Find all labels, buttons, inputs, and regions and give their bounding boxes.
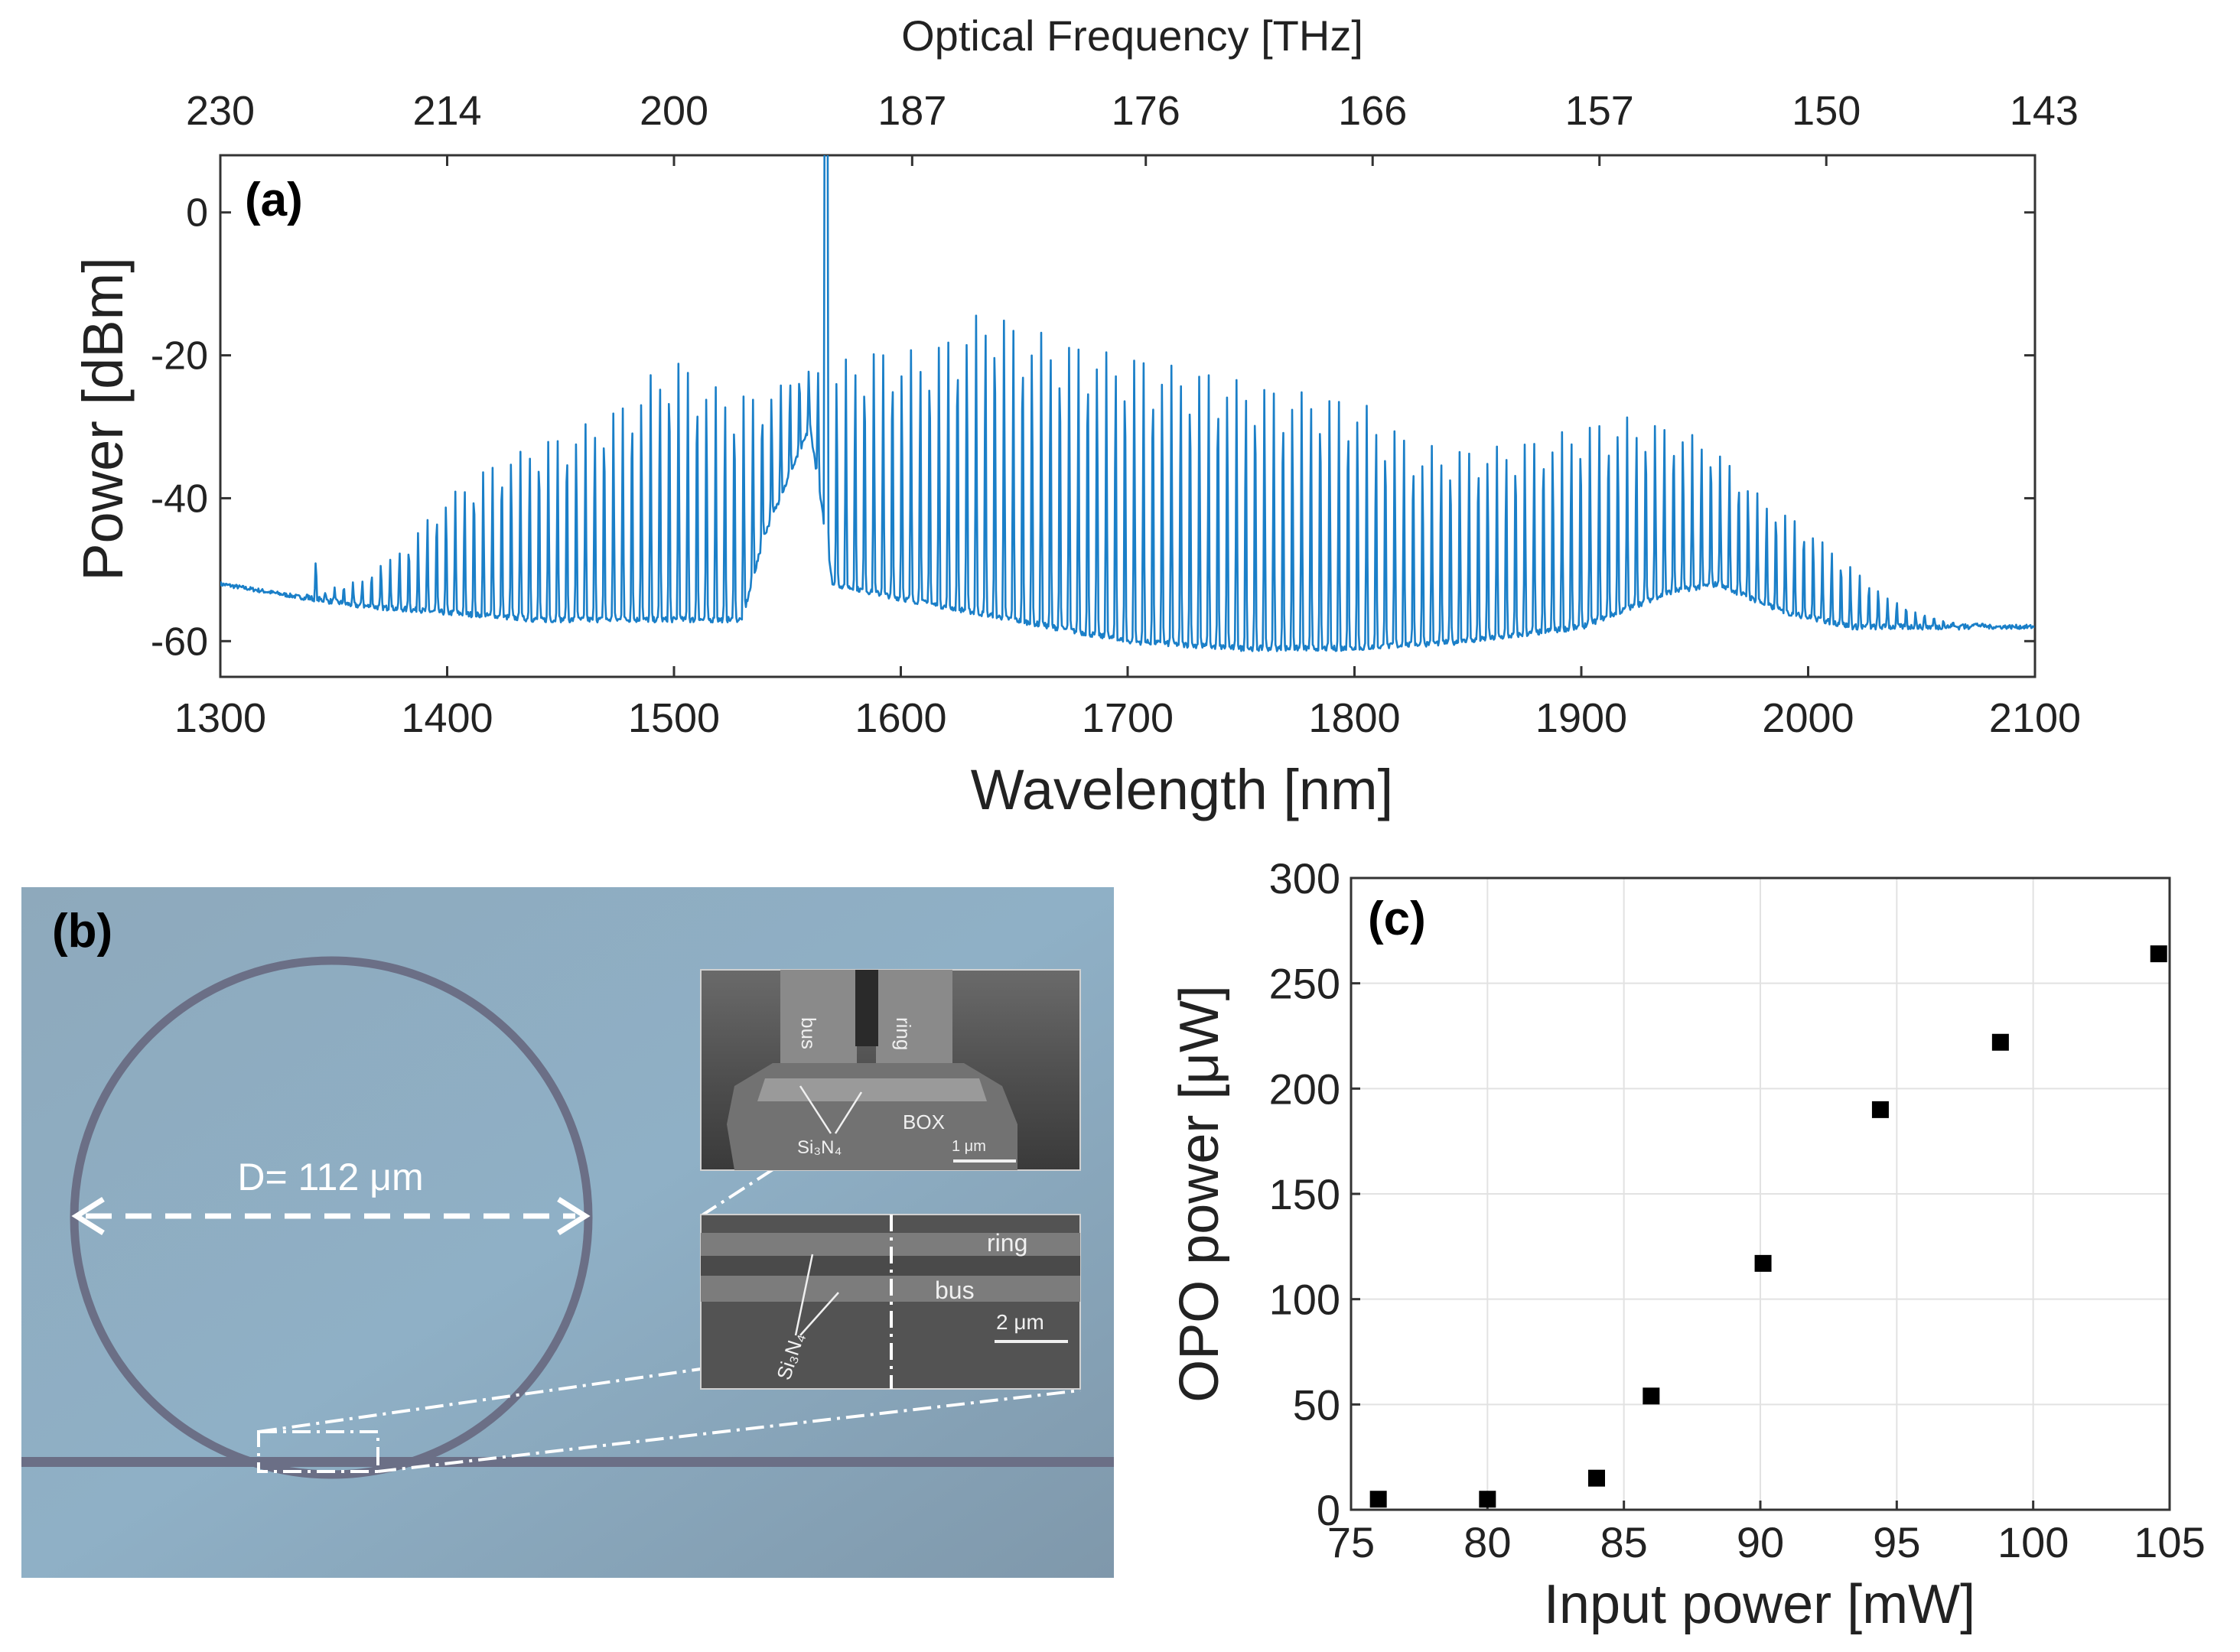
spectrum-x-ticks: 1300 1400 1500 1600 1700 1800 1900 2000 2100 — [174, 666, 2081, 741]
spectrum-plot-frame — [219, 154, 2037, 678]
sem-bus-label: bus — [797, 1017, 820, 1049]
opo-y-axis-label: OPO power [μW] — [1169, 985, 1230, 1403]
spectrum-x-tick-label: 2000 — [1762, 695, 1854, 741]
spectrum-panel: -60 -40 -20 0 1300 1400 1500 1600 1700 1800 1900 2… — [71, 11, 2081, 821]
opo-x-tick-label: 75 — [1327, 1518, 1375, 1566]
opo-y-tick-label: 0 — [1317, 1486, 1340, 1534]
opo-panel-label: (c) — [1368, 893, 1426, 945]
opo-data-point — [1871, 1101, 1889, 1118]
spectrum-x-tick-label: 1700 — [1082, 695, 1174, 741]
spectrum-x-tick-label: 1500 — [628, 695, 720, 741]
spectrum-y-tick-label: -20 — [151, 334, 208, 379]
opo-y-tick-label: 300 — [1269, 854, 1340, 902]
opo-x-tick-label: 95 — [1873, 1518, 1920, 1566]
opo-x-tick-label: 100 — [1997, 1518, 2069, 1566]
opo-x-tick-label: 90 — [1737, 1518, 1784, 1566]
opo-data-point — [1369, 1491, 1387, 1508]
opo-data-point — [1588, 1469, 1605, 1487]
opo-data-point — [1479, 1491, 1496, 1508]
diameter-label: D= 112 μm — [237, 1156, 423, 1198]
opo-y-ticks: 0 50 100 150 200 250 300 — [1269, 854, 1360, 1534]
microscope-photo-panel: (b) D= 112 μm bus — [21, 887, 1114, 1578]
diameter-arrow — [71, 1197, 591, 1235]
spectrum-top-tick-label: 166 — [1338, 88, 1407, 134]
comb-spectrum-line — [220, 155, 2035, 652]
opo-y-tick-label: 150 — [1269, 1170, 1340, 1218]
sem-bus-top-label: bus — [935, 1276, 975, 1304]
opo-x-tick-label: 80 — [1463, 1518, 1511, 1566]
sem-scale-top-label: 2 μm — [996, 1310, 1044, 1334]
opo-grid — [1350, 877, 2170, 1511]
spectrum-panel-label: (a) — [245, 174, 303, 226]
bus-waveguide — [21, 1457, 1114, 1467]
spectrum-x-tick-label: 1800 — [1308, 695, 1400, 741]
sem-cross-section-inset: bus ring BOX Si₃N₄ 1 μm — [700, 969, 1081, 1171]
spectrum-y-tick-label: -60 — [151, 620, 208, 664]
spectrum-x-tick-label: 1300 — [174, 695, 266, 741]
spectrum-top-tick-label: 157 — [1565, 88, 1634, 134]
spectrum-x-tick-label: 1400 — [401, 695, 493, 741]
opo-y-tick-label: 100 — [1269, 1276, 1340, 1324]
opo-data-point — [2150, 945, 2167, 963]
opo-x-tick-label: 105 — [2134, 1518, 2205, 1566]
spectrum-y-ticks: -60 -40 -20 0 — [151, 191, 2035, 664]
spectrum-top-ticks: 230 214 200 187 176 166 157 150 143 — [186, 88, 2079, 166]
opo-data-point — [1643, 1387, 1660, 1405]
spectrum-top-tick-label: 176 — [1112, 88, 1180, 134]
spectrum-top-tick-label: 214 — [412, 88, 481, 134]
spectrum-x-tick-label: 1600 — [855, 695, 946, 741]
spectrum-x-tick-label: 1900 — [1535, 695, 1627, 741]
opo-x-axis-label: Input power [mW] — [1544, 1574, 1975, 1635]
spectrum-x-tick-label: 2100 — [1989, 695, 2081, 741]
opo-data-point — [1991, 1033, 2009, 1051]
spectrum-top-tick-label: 143 — [2010, 88, 2079, 134]
spectrum-y-axis-label: Power [dBm] — [71, 257, 135, 581]
spectrum-x-axis-label: Wavelength [nm] — [971, 758, 1394, 821]
spectrum-top-tick-label: 200 — [640, 88, 708, 134]
opo-y-tick-label: 50 — [1293, 1380, 1340, 1429]
sem-top-view-inset: ring bus Si₃N₄ 2 μm — [700, 1214, 1081, 1390]
sem-ring-top-label: ring — [987, 1229, 1027, 1257]
sem-ring-label: ring — [892, 1017, 915, 1050]
opo-x-tick-label: 85 — [1600, 1518, 1648, 1566]
spectrum-top-tick-label: 150 — [1792, 88, 1861, 134]
spectrum-y-tick-label: -40 — [151, 476, 208, 521]
spectrum-top-axis-title: Optical Frequency [THz] — [901, 11, 1363, 60]
spectrum-top-tick-label: 187 — [877, 88, 946, 134]
photo-panel-label: (b) — [52, 905, 112, 958]
opo-y-tick-label: 250 — [1269, 960, 1340, 1008]
spectrum-top-tick-label: 230 — [186, 88, 255, 134]
opo-data-points — [1369, 945, 2167, 1508]
spectrum-y-tick-label: 0 — [186, 191, 208, 236]
opo-data-point — [1754, 1254, 1772, 1272]
sem-material-label: Si₃N₄ — [797, 1137, 842, 1158]
opo-y-tick-label: 200 — [1269, 1065, 1340, 1113]
sem-box-label: BOX — [903, 1111, 945, 1133]
opo-x-ticks: 75 80 85 90 95 100 105 — [1327, 1501, 2206, 1566]
sem-scale-label: 1 μm — [952, 1138, 986, 1155]
